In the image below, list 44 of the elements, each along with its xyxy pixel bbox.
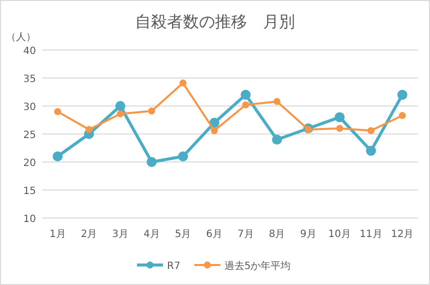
- chart-title: 自殺者数の推移 月別: [135, 12, 295, 31]
- x-tick-label: 5月: [174, 229, 192, 240]
- point: [148, 108, 156, 115]
- point: [54, 108, 62, 116]
- y-tick-label: 25: [23, 130, 36, 141]
- point: [366, 146, 376, 156]
- y-tick-label: 15: [23, 186, 36, 197]
- y-tick-label: 35: [23, 74, 36, 85]
- point: [368, 127, 374, 134]
- x-tick-label: 7月: [237, 229, 254, 240]
- point: [86, 126, 92, 134]
- x-tick-label: 10月: [328, 229, 352, 240]
- y-tick-label: 30: [23, 102, 36, 113]
- x-tick-label: 6月: [206, 229, 223, 240]
- y-tick-label: 10: [23, 214, 36, 225]
- point: [334, 112, 345, 122]
- x-tick-label: 4月: [143, 229, 160, 240]
- point: [116, 110, 124, 118]
- x-tick-label: 3月: [112, 229, 129, 240]
- x-tick-label: 9月: [300, 229, 317, 240]
- point: [115, 101, 126, 111]
- point: [180, 80, 186, 87]
- x-tick-label: 1月: [49, 229, 66, 240]
- y-tick-label: 20: [23, 158, 36, 169]
- point: [272, 134, 282, 145]
- legend-label: 過去5か年平均: [224, 260, 291, 272]
- point: [242, 101, 250, 108]
- point: [146, 157, 157, 167]
- legend-label: R7: [167, 261, 180, 272]
- point: [240, 90, 251, 100]
- point: [178, 151, 188, 162]
- x-tick-label: 8月: [268, 229, 286, 240]
- x-tick-label: 2月: [80, 229, 98, 240]
- point: [336, 124, 344, 132]
- point: [274, 98, 280, 106]
- point: [397, 90, 408, 100]
- point: [398, 112, 406, 120]
- y-axis-title: （人）: [6, 32, 36, 43]
- point: [304, 126, 312, 134]
- point: [52, 151, 63, 162]
- y-tick-label: 40: [23, 46, 36, 57]
- x-tick-label: 12月: [390, 229, 414, 240]
- point: [210, 127, 218, 134]
- x-tick-label: 11月: [360, 229, 382, 240]
